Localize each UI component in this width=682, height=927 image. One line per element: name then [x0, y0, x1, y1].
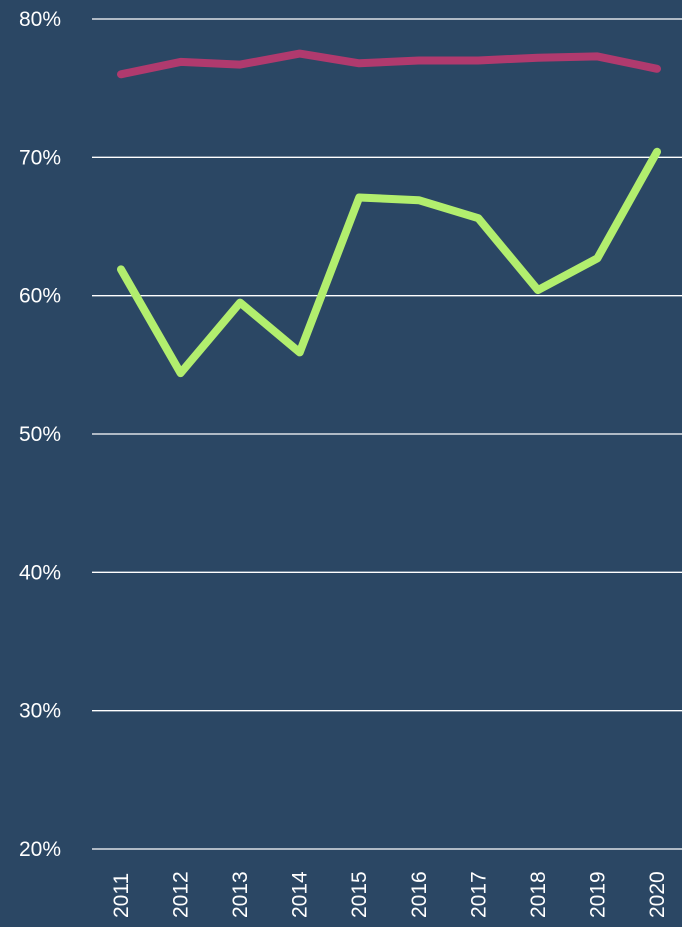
y-tick-label: 20%: [19, 838, 61, 861]
series-line-1: [117, 49, 661, 79]
gridlines: [92, 18, 682, 850]
y-tick-label: 40%: [19, 561, 61, 584]
series-line-2: [117, 147, 661, 378]
x-tick-label: 2020: [646, 871, 669, 918]
x-tick-label: 2015: [348, 871, 371, 918]
x-tick-label: 2017: [467, 871, 490, 918]
y-tick-label: 60%: [19, 285, 61, 308]
y-tick-label: 80%: [19, 8, 61, 31]
series-lines: [117, 49, 661, 378]
y-tick-label: 30%: [19, 700, 61, 723]
x-tick-label: 2019: [586, 871, 609, 918]
y-tick-label: 70%: [19, 146, 61, 169]
x-tick-label: 2014: [289, 871, 312, 918]
y-axis-tick-labels: 20% 30% 40% 50% 60% 70% 80%: [19, 8, 61, 861]
x-tick-label: 2018: [527, 871, 550, 918]
x-tick-label: 2011: [110, 873, 133, 918]
y-tick-label: 50%: [19, 423, 61, 446]
x-tick-label: 2012: [170, 871, 193, 918]
x-tick-label: 2016: [408, 871, 431, 918]
x-tick-label: 2013: [229, 871, 252, 918]
x-axis-tick-labels: 2011 2012 2013 2014 2015 2016 2017 2018 2019 2020: [110, 871, 669, 918]
